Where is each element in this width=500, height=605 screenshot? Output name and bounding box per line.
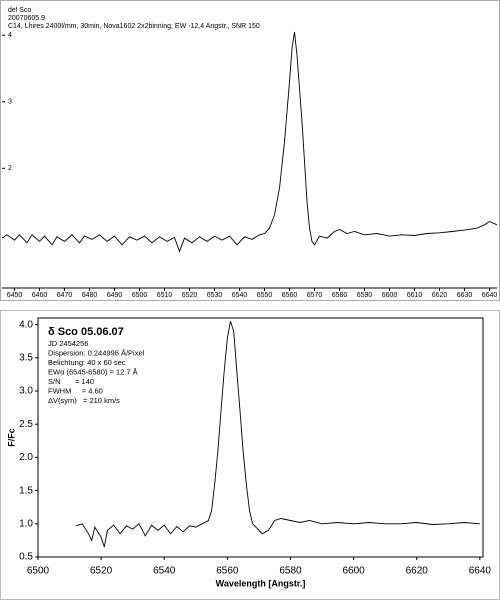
x-tick-label: 6580 [332, 292, 348, 299]
plot-box [37, 317, 484, 558]
annotation: FWHM = 4.60 [48, 386, 103, 395]
bottom-frame [0, 310, 500, 600]
x-tick-label: 6530 [207, 292, 223, 299]
x-tick-label: 6590 [357, 292, 373, 299]
annotation: S/N = 140 [48, 377, 94, 386]
x-tick-label: 6500 [132, 292, 148, 299]
x-tick-label: 6640 [469, 566, 492, 577]
spectrum-line [1, 31, 498, 253]
annotation: ΔV(sym) = 210 km/s [48, 396, 120, 405]
x-tick-label: 6620 [432, 292, 448, 299]
x-tick-label: 6560 [216, 566, 239, 577]
x-tick-label: 6540 [232, 292, 248, 299]
annotation: 20070605.9 [8, 15, 45, 22]
annotation: EWα (6545-6580) = 12.7 Å [48, 367, 138, 376]
x-tick-label: 6570 [307, 292, 323, 299]
x-tick-label: 6550 [257, 292, 273, 299]
x-tick-label: 6610 [407, 292, 423, 299]
x-tick-label: 6630 [457, 292, 473, 299]
y-tick-label: 4 [8, 32, 12, 39]
chart-title: δ Sco 05.06.07 [48, 326, 124, 338]
x-tick-label: 6540 [153, 566, 176, 577]
annotation: JD 2454256 [48, 339, 88, 348]
y-tick-label: 1.0 [19, 518, 33, 529]
y-tick-label: 3.5 [19, 352, 33, 363]
x-tick-label: 6490 [107, 292, 123, 299]
x-tick-label: 6640 [482, 292, 498, 299]
y-tick-label: 3 [8, 99, 12, 106]
y-tick-label: 1.5 [19, 485, 33, 496]
x-tick-label: 6600 [382, 292, 398, 299]
x-axis-label: Wavelength [Angstr.] [216, 578, 306, 588]
x-tick-label: 6460 [32, 292, 48, 299]
annotation: Dispersion: 0.244996 Å/Pixel [48, 348, 145, 357]
top-frame [0, 0, 500, 301]
y-tick-label: 2.0 [19, 452, 33, 463]
x-tick-label: 6560 [282, 292, 298, 299]
y-tick-label: 2 [8, 165, 12, 172]
annotation: Belichtung: 40 x 60 sec [48, 358, 126, 367]
x-tick-label: 6580 [279, 566, 302, 577]
x-tick-label: 6600 [342, 566, 365, 577]
y-tick-label: 0.5 [19, 552, 33, 563]
annotation: C14, Lhires 2400l/mm, 30min, Nova1602 2x… [8, 23, 260, 30]
x-tick-label: 6470 [57, 292, 73, 299]
y-tick-label: 4.0 [19, 319, 33, 330]
y-tick-label: 2.5 [19, 419, 33, 430]
annotation: del Sco [8, 7, 31, 14]
x-tick-label: 6480 [82, 292, 98, 299]
x-tick-label: 6520 [182, 292, 198, 299]
spectrum-line [75, 321, 480, 548]
y-axis-label: F/Fc [6, 428, 16, 447]
x-tick-label: 6620 [406, 566, 429, 577]
x-tick-label: 6500 [27, 566, 50, 577]
y-tick-label: 3.0 [19, 386, 33, 397]
x-tick-label: 6450 [7, 292, 23, 299]
x-tick-label: 6510 [157, 292, 173, 299]
x-tick-label: 6520 [90, 566, 113, 577]
